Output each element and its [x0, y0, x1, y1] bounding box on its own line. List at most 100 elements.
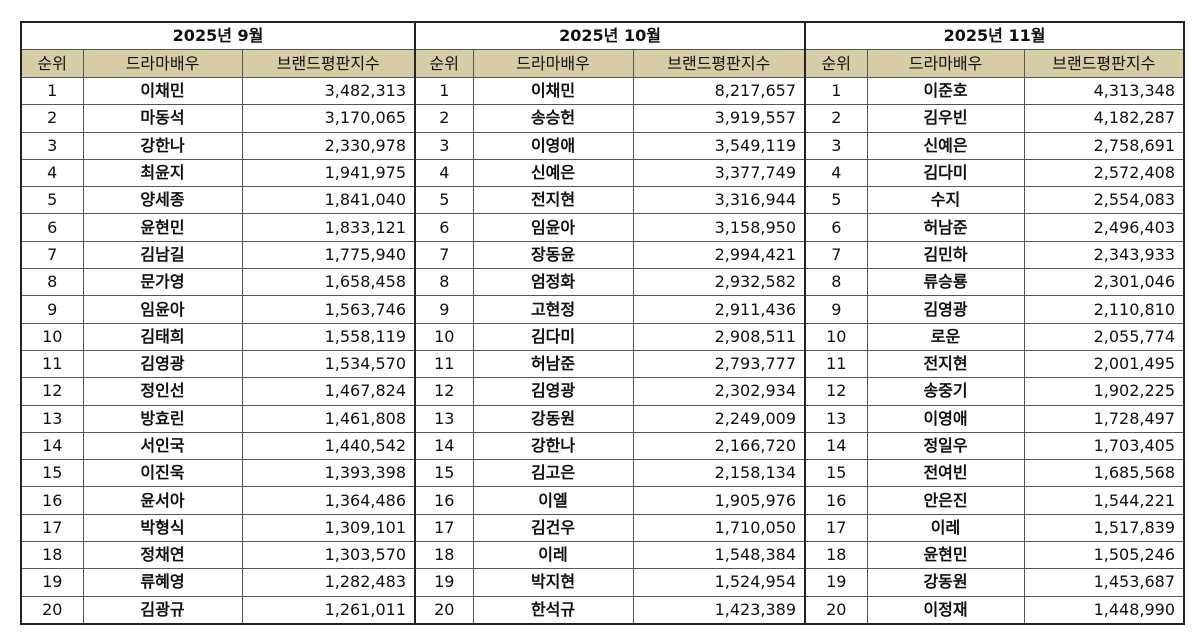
month-title: 2025년 9월 [22, 23, 415, 50]
name-cell: 김우빈 [866, 104, 1025, 133]
score-cell: 4,313,348 [1023, 76, 1184, 106]
score-cell: 2,572,408 [1023, 158, 1184, 188]
table-row: 16 이엘 1,905,976 [416, 486, 805, 515]
score-cell: 1,517,839 [1023, 513, 1184, 543]
name-cell: 송승헌 [472, 104, 634, 133]
rank-cell: 10 [22, 322, 84, 351]
name-cell: 이정재 [866, 595, 1025, 623]
brand-reputation-ranking-table: 2025년 9월 순위 드라마배우 브랜드평판지수 1 이채민 3,482,313 2 마동석 3… [20, 21, 1186, 625]
rank-cell: 2 [806, 104, 868, 133]
name-cell: 김태희 [82, 322, 243, 351]
name-cell: 김건우 [472, 513, 634, 543]
table-row: 13 방효린 1,461,808 [22, 404, 415, 433]
name-cell: 김남길 [82, 240, 243, 270]
score-cell: 3,482,313 [241, 76, 415, 106]
score-cell: 1,941,975 [241, 158, 415, 188]
score-cell: 1,448,990 [1023, 595, 1184, 623]
name-cell: 윤서아 [82, 486, 243, 515]
name-cell: 전여빈 [866, 459, 1025, 488]
column-header-name: 드라마배우 [866, 49, 1025, 78]
score-cell: 3,316,944 [632, 186, 805, 215]
table-row: 6 임윤아 3,158,950 [416, 213, 805, 242]
table-row: 8 엄정화 2,932,582 [416, 268, 805, 297]
score-cell: 2,249,009 [632, 404, 805, 433]
score-cell: 1,685,568 [1023, 459, 1184, 488]
rank-cell: 5 [416, 186, 474, 215]
table-row: 5 수지 2,554,083 [806, 186, 1184, 215]
name-cell: 임윤아 [472, 213, 634, 242]
rank-cell: 4 [416, 158, 474, 188]
rank-cell: 6 [416, 213, 474, 242]
name-cell: 허남준 [472, 349, 634, 379]
score-cell: 1,309,101 [241, 513, 415, 543]
score-cell: 1,548,384 [632, 541, 805, 570]
rank-cell: 2 [416, 104, 474, 133]
score-cell: 2,908,511 [632, 322, 805, 351]
score-cell: 3,158,950 [632, 213, 805, 242]
column-header-score: 브랜드평판지수 [632, 49, 805, 78]
table-row: 11 허남준 2,793,777 [416, 349, 805, 379]
score-cell: 2,994,421 [632, 240, 805, 270]
table-row: 13 이영애 1,728,497 [806, 404, 1184, 433]
column-header-rank: 순위 [416, 49, 474, 78]
table-row: 20 이정재 1,448,990 [806, 595, 1184, 623]
rank-cell: 12 [22, 377, 84, 406]
table-row: 10 김다미 2,908,511 [416, 322, 805, 351]
name-cell: 김고은 [472, 459, 634, 488]
table-row: 12 정인선 1,467,824 [22, 377, 415, 406]
score-cell: 1,833,121 [241, 213, 415, 242]
name-cell: 엄정화 [472, 268, 634, 297]
name-cell: 강한나 [472, 431, 634, 461]
rank-cell: 20 [22, 595, 84, 623]
name-cell: 허남준 [866, 213, 1025, 242]
rank-cell: 14 [806, 431, 868, 461]
name-cell: 김광규 [82, 595, 243, 623]
table-row: 10 김태희 1,558,119 [22, 322, 415, 351]
rank-cell: 17 [416, 513, 474, 543]
score-cell: 1,710,050 [632, 513, 805, 543]
score-cell: 1,440,542 [241, 431, 415, 461]
rank-cell: 13 [416, 404, 474, 433]
rank-cell: 18 [22, 541, 84, 570]
name-cell: 이영애 [866, 404, 1025, 433]
table-row: 11 김영광 1,534,570 [22, 349, 415, 379]
name-cell: 윤현민 [866, 541, 1025, 570]
score-cell: 1,905,976 [632, 486, 805, 515]
score-cell: 4,182,287 [1023, 104, 1184, 133]
rank-cell: 2 [22, 104, 84, 133]
table-row: 18 윤현민 1,505,246 [806, 541, 1184, 570]
name-cell: 김다미 [866, 158, 1025, 188]
column-header-score: 브랜드평판지수 [241, 49, 415, 78]
name-cell: 윤현민 [82, 213, 243, 242]
name-cell: 강동원 [472, 404, 634, 433]
name-cell: 신예은 [472, 158, 634, 188]
name-cell: 박형식 [82, 513, 243, 543]
score-cell: 1,461,808 [241, 404, 415, 433]
name-cell: 정인선 [82, 377, 243, 406]
table-row: 7 김민하 2,343,933 [806, 240, 1184, 270]
score-cell: 2,001,495 [1023, 349, 1184, 379]
table-row: 2 김우빈 4,182,287 [806, 104, 1184, 133]
rank-cell: 11 [416, 349, 474, 379]
name-cell: 한석규 [472, 595, 634, 623]
rank-cell: 20 [416, 595, 474, 623]
score-cell: 2,932,582 [632, 268, 805, 297]
table-row: 15 김고은 2,158,134 [416, 459, 805, 488]
score-cell: 1,544,221 [1023, 486, 1184, 515]
name-cell: 김민하 [866, 240, 1025, 270]
table-row: 19 강동원 1,453,687 [806, 568, 1184, 597]
score-cell: 2,496,403 [1023, 213, 1184, 242]
rank-cell: 16 [806, 486, 868, 515]
rank-cell: 14 [416, 431, 474, 461]
table-row: 14 서인국 1,440,542 [22, 431, 415, 461]
table-row: 12 송중기 1,902,225 [806, 377, 1184, 406]
rank-cell: 9 [22, 295, 84, 324]
score-cell: 1,261,011 [241, 595, 415, 623]
name-cell: 고현정 [472, 295, 634, 324]
rank-cell: 16 [22, 486, 84, 515]
table-row: 16 윤서아 1,364,486 [22, 486, 415, 515]
score-cell: 1,364,486 [241, 486, 415, 515]
rank-cell: 13 [22, 404, 84, 433]
table-row: 4 신예은 3,377,749 [416, 158, 805, 188]
rank-cell: 13 [806, 404, 868, 433]
